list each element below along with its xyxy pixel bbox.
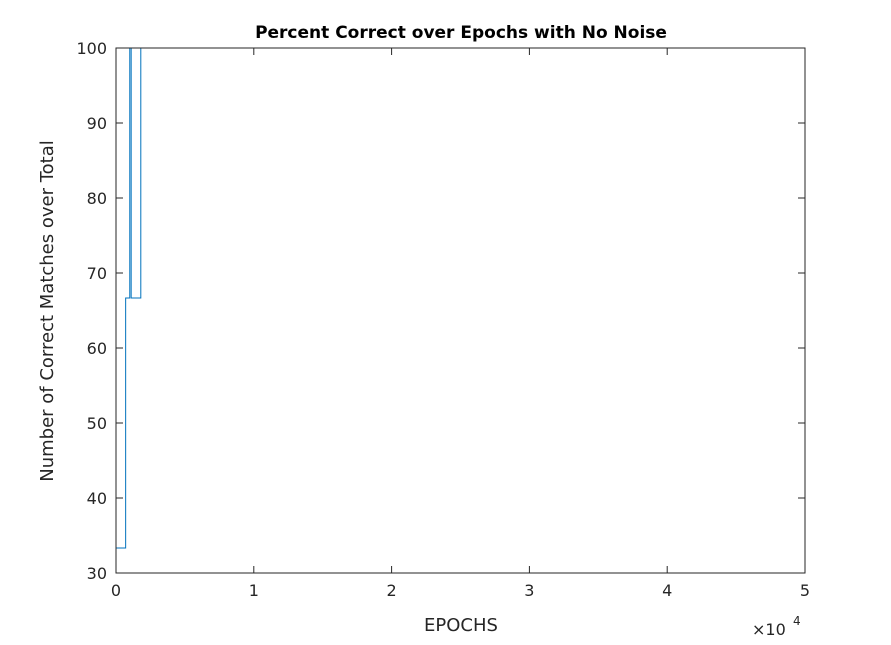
series-line-0 xyxy=(115,47,805,549)
x-tick-label: 3 xyxy=(524,581,534,600)
x-tick-label: 2 xyxy=(387,581,397,600)
y-tick-label: 60 xyxy=(87,339,107,358)
y-tick-label: 100 xyxy=(76,39,107,58)
chart-title: Percent Correct over Epochs with No Nois… xyxy=(255,23,667,43)
y-tick-label: 30 xyxy=(87,564,107,583)
x-tick-label: 5 xyxy=(800,581,810,600)
x-axis-multiplier-exponent: 4 xyxy=(793,614,801,628)
x-tick-label: 4 xyxy=(662,581,672,600)
x-axis-multiplier: ×10 xyxy=(752,620,786,639)
x-axis-label: EPOCHS xyxy=(424,615,498,636)
plot-area xyxy=(116,48,805,573)
y-tick-label: 80 xyxy=(87,189,107,208)
x-tick-label: 0 xyxy=(111,581,121,600)
series-group xyxy=(115,47,805,549)
y-tick-label: 90 xyxy=(87,114,107,133)
x-tick-label: 1 xyxy=(249,581,259,600)
axes-box xyxy=(115,47,806,574)
y-tick-label: 50 xyxy=(87,414,107,433)
y-tick-label: 70 xyxy=(87,264,107,283)
y-axis-label: Number of Correct Matches over Total xyxy=(37,140,58,482)
y-tick-label: 40 xyxy=(87,489,107,508)
